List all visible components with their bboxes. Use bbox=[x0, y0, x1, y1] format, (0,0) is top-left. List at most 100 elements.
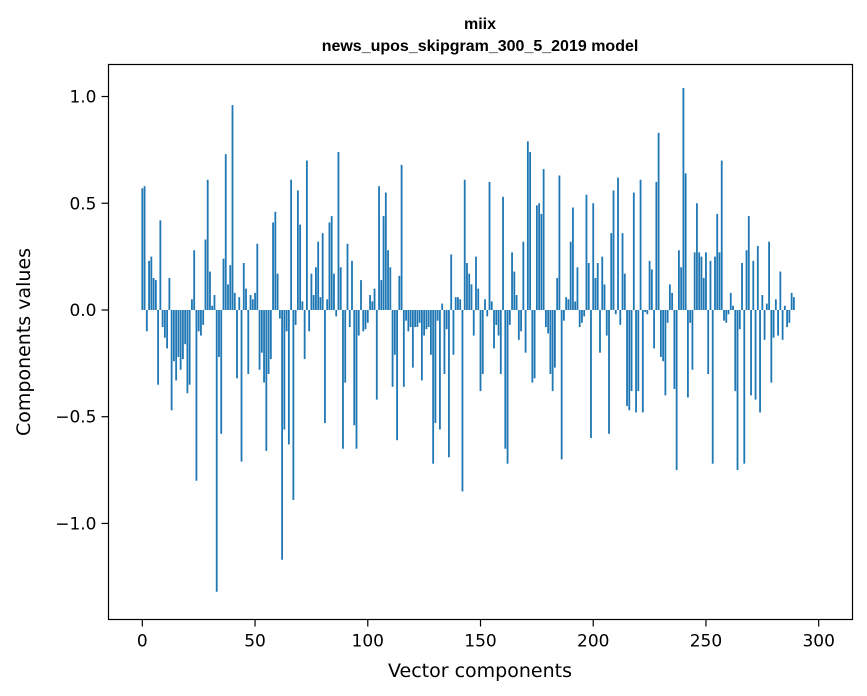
bar-68 bbox=[294, 309, 297, 325]
bar-211 bbox=[617, 177, 619, 310]
bar-222 bbox=[641, 309, 644, 413]
bar-97 bbox=[360, 280, 362, 310]
bar-39 bbox=[229, 265, 232, 310]
bar-147 bbox=[472, 309, 475, 336]
bar-84 bbox=[330, 216, 333, 310]
bar-29 bbox=[206, 179, 209, 310]
bar-96 bbox=[357, 309, 360, 336]
bar-137 bbox=[450, 254, 453, 310]
bar-289 bbox=[792, 297, 795, 310]
bar-224 bbox=[646, 309, 649, 315]
bar-271 bbox=[752, 260, 755, 310]
bar-258 bbox=[723, 309, 725, 321]
bar-183 bbox=[553, 309, 556, 368]
bar-192 bbox=[574, 301, 577, 310]
bar-201 bbox=[594, 277, 597, 310]
bar-168 bbox=[520, 309, 522, 332]
bar-61 bbox=[278, 309, 281, 319]
x-tick-label-200: 200 bbox=[577, 632, 609, 652]
bar-99 bbox=[364, 309, 367, 330]
bar-13 bbox=[170, 309, 173, 411]
bar-116 bbox=[402, 309, 405, 387]
bar-139 bbox=[454, 297, 457, 310]
bar-285 bbox=[783, 305, 786, 310]
bar-8 bbox=[159, 220, 162, 310]
bar-286 bbox=[786, 309, 789, 328]
bar-124 bbox=[420, 309, 423, 381]
bar-257 bbox=[720, 160, 723, 310]
x-tick-label-100: 100 bbox=[352, 632, 384, 652]
bar-259 bbox=[725, 309, 728, 323]
bar-243 bbox=[689, 309, 692, 323]
bar-234 bbox=[668, 284, 671, 310]
bar-123 bbox=[418, 309, 421, 323]
y-tick-label-4: 1.0 bbox=[69, 88, 96, 108]
bar-66 bbox=[290, 179, 293, 310]
bar-132 bbox=[439, 309, 441, 430]
bar-63 bbox=[283, 309, 286, 430]
bar-86 bbox=[335, 309, 338, 317]
bar-73 bbox=[305, 160, 308, 310]
bar-226 bbox=[650, 269, 653, 310]
bar-138 bbox=[452, 309, 455, 355]
bar-45 bbox=[242, 263, 245, 310]
bar-141 bbox=[459, 299, 462, 310]
bar-56 bbox=[267, 309, 270, 375]
bar-255 bbox=[716, 213, 719, 310]
bar-173 bbox=[531, 309, 534, 383]
bar-12 bbox=[168, 277, 171, 310]
bar-223 bbox=[644, 309, 646, 313]
bar-95 bbox=[355, 309, 358, 449]
bar-14 bbox=[172, 309, 175, 362]
bar-17 bbox=[179, 309, 182, 370]
bar-117 bbox=[405, 309, 408, 321]
bar-220 bbox=[637, 309, 640, 392]
bar-127 bbox=[427, 309, 430, 328]
bar-43 bbox=[238, 297, 241, 310]
bar-19 bbox=[184, 309, 187, 345]
bar-41 bbox=[233, 292, 236, 310]
bar-253 bbox=[711, 309, 714, 464]
bar-50 bbox=[254, 292, 256, 310]
bar-30 bbox=[209, 271, 211, 310]
bar-193 bbox=[576, 267, 579, 310]
bar-273 bbox=[756, 245, 759, 310]
chart-title-line1: miix bbox=[464, 16, 496, 33]
bar-267 bbox=[743, 309, 746, 464]
bar-264 bbox=[736, 309, 739, 471]
x-tick-label-300: 300 bbox=[802, 632, 834, 652]
bar-287 bbox=[788, 309, 791, 323]
bar-186 bbox=[560, 309, 563, 460]
bar-178 bbox=[542, 169, 545, 310]
bar-54 bbox=[263, 309, 265, 383]
bar-131 bbox=[436, 309, 439, 321]
bar-252 bbox=[709, 260, 712, 310]
bar-59 bbox=[274, 211, 277, 310]
bar-109 bbox=[387, 250, 389, 310]
y-axis-ticks: −1.0 −0.5 0.0 0.5 1.0 bbox=[55, 88, 109, 534]
bar-55 bbox=[265, 309, 268, 451]
bar-48 bbox=[249, 295, 252, 310]
bar-135 bbox=[445, 309, 448, 330]
y-tick-label-2: 0.0 bbox=[69, 301, 96, 321]
bar-158 bbox=[497, 309, 500, 336]
bar-272 bbox=[754, 309, 757, 400]
bar-160 bbox=[502, 196, 504, 310]
bar-197 bbox=[585, 194, 588, 310]
bar-53 bbox=[260, 309, 263, 353]
bar-170 bbox=[524, 309, 527, 353]
bar-230 bbox=[659, 309, 662, 357]
bar-143 bbox=[463, 179, 466, 310]
bar-series bbox=[141, 87, 795, 592]
bar-240 bbox=[682, 87, 685, 310]
x-axis-label: Vector components bbox=[388, 660, 572, 682]
bar-32 bbox=[213, 295, 216, 310]
bar-122 bbox=[416, 309, 419, 328]
bar-283 bbox=[779, 271, 782, 310]
bar-208 bbox=[610, 233, 613, 310]
bar-268 bbox=[745, 250, 748, 310]
bar-62 bbox=[281, 309, 284, 560]
bar-134 bbox=[443, 309, 446, 375]
bar-83 bbox=[328, 222, 331, 310]
plot-area-frame bbox=[107, 63, 854, 621]
